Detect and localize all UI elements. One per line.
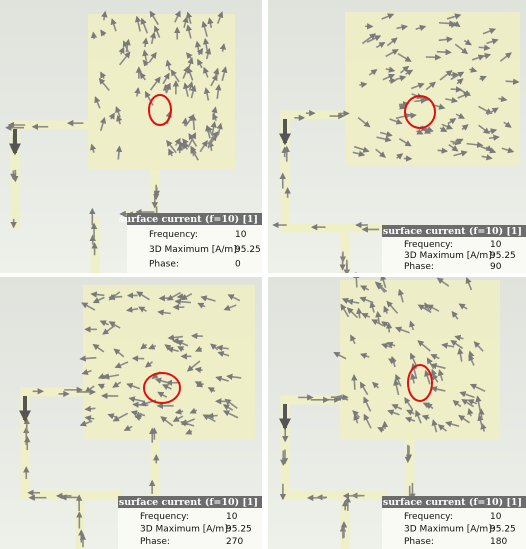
current-arrow [208,416,217,417]
current-arrow [389,323,390,332]
info-title: surface current (f=10) [1] [119,214,258,225]
info-value: 0 [235,260,241,270]
current-arrow [451,89,461,90]
info-label: Frequency: [404,512,453,522]
info-label: Phase: [140,537,170,547]
info-value: 10 [490,512,502,522]
info-label: 3D Maximum [A/m]: [140,524,231,534]
info-value: 95.25 [226,524,252,534]
info-label: Frequency: [149,230,198,240]
current-arrow [506,81,519,82]
result-panel: surface current (f=10) [1] Frequency: 103D… [268,0,526,280]
info-label: 3D Maximum [A/m]: [404,524,495,534]
info-value: 180 [490,537,507,547]
info-title: surface current (f=10) [1] [383,497,522,508]
info-value: 270 [226,537,243,547]
current-arrow [93,33,94,39]
result-panel: surface current (f=10) [1] Frequency: 10 3D… [268,273,526,549]
info-label: Frequency: [404,240,453,250]
current-arrow [389,80,395,81]
info-title: surface current (f=10) [1] [383,226,522,237]
current-arrow [196,369,203,370]
patch [88,14,235,170]
current-arrow [145,39,146,47]
patch [345,12,520,165]
info-label: Frequency: [140,512,189,522]
info-value: 95.25 [490,251,516,261]
info-value: 95.25 [235,245,261,255]
info-value: 10 [235,230,247,240]
info-value: 90 [490,262,502,272]
info-value: 10 [226,512,238,522]
current-arrow [354,375,355,389]
page: surface current (f=10) [1]Frequency:103D… [0,0,526,549]
current-arrow [479,47,490,48]
info-title: surface current (f=10) [1] [119,497,258,508]
screenshot: surface current (f=10) [1]Frequency:103D… [0,0,526,549]
current-arrow [110,297,123,298]
current-arrow [439,23,454,24]
info-label: 3D Maximum [A/m]: [149,245,240,255]
info-label: Phase: [404,262,434,272]
info-label: Phase: [149,260,179,270]
current-arrow [481,410,482,419]
info-value: 10 [490,240,502,250]
result-panel: surface current (f=10) [1] Frequency: 10 3D… [0,0,262,273]
current-arrow [185,119,186,126]
info-label: Phase: [404,537,434,547]
current-arrow [86,408,96,409]
info-value: 95.25 [490,524,516,534]
patch [340,280,500,440]
divider [263,0,267,549]
current-arrow [359,309,360,319]
result-panel: surface current (f=10) [1] Frequency: 10 3D… [0,277,262,549]
current-arrow [438,150,447,151]
info-label: 3D Maximum [A/m]: [404,251,495,261]
current-arrow [437,52,451,53]
